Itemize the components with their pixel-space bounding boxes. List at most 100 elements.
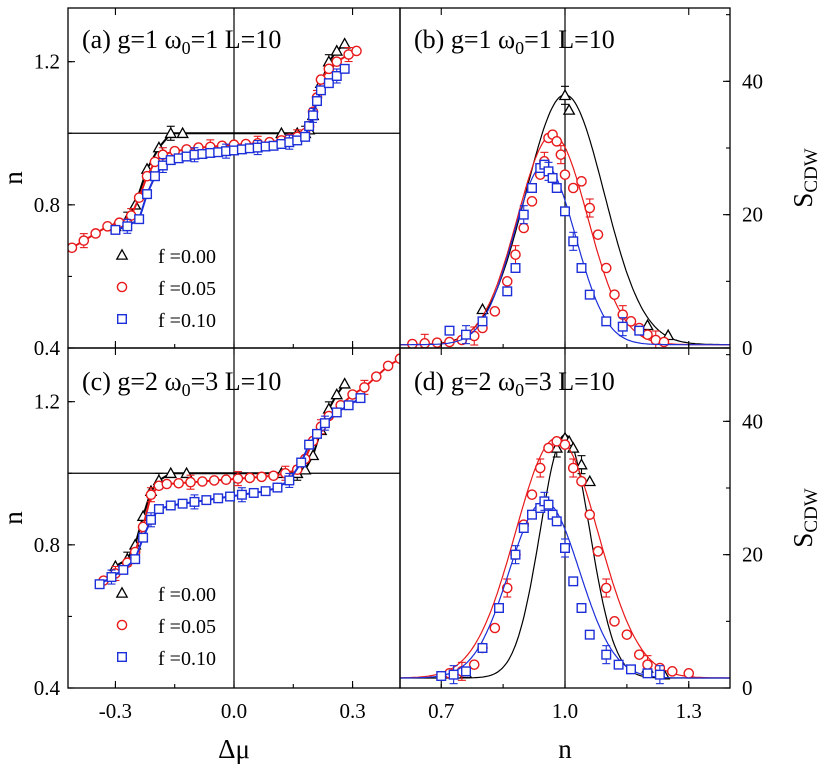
circle-marker-18 [559,169,571,180]
square-marker-12 [225,491,236,502]
square-marker-8 [177,498,188,509]
panel-c: -0.3 0.0 0.3 0.4 0.8 1.2 n Δμ (c) g=2 ω0=3 L=10 f… [0,347,401,764]
square-marker-10 [201,495,212,506]
circle-marker-0 [68,242,78,254]
legend-label: f =0.10 [158,648,216,670]
square-marker-10 [547,172,558,183]
triangle-marker-14 [330,44,344,56]
circle-marker-20 [633,649,645,660]
series-circle-b [400,129,730,348]
square-marker-1 [461,329,472,340]
square-marker-24 [355,393,366,404]
square-marker-14 [248,487,259,498]
y-tick-label: 1.2 [34,390,60,414]
y-tick-label: 40 [742,409,763,433]
triangle-marker-15 [338,37,351,49]
series-square-d [400,491,730,685]
y-tick-label: 1.2 [34,50,60,74]
circle-marker-14 [576,476,587,487]
triangle-marker-legend-0 [115,248,129,260]
square-marker-5 [157,160,168,171]
square-marker-23 [343,400,354,411]
y-axis-label-sub: CDW [801,488,822,532]
triangle-marker-10 [298,463,312,475]
square-marker-26 [312,96,323,107]
y-axis-label-sub: CDW [801,148,822,192]
square-marker-4 [510,263,521,274]
circle-marker-5 [145,489,157,501]
square-marker-3 [477,643,488,654]
circle-marker-24 [609,289,620,300]
circle-marker-2 [90,228,101,239]
panel-title-rest: =3 L=10 [191,367,282,396]
x-tick-label: 0.7 [428,699,454,723]
square-marker-18 [613,659,624,670]
circle-marker-21 [584,202,596,214]
circle-marker-7 [489,306,501,317]
triangle-marker-14 [330,387,344,400]
panel-title-sub: 0 [515,380,524,400]
triangle-marker-5 [164,126,178,139]
panel-title-main: (c) g=2 ω [82,367,182,396]
square-marker-14 [576,263,587,274]
panel-title-sub: 0 [182,380,191,400]
circle-marker-28 [331,56,343,67]
square-marker-13 [568,236,579,247]
square-marker-16 [584,629,595,640]
panel-title-b: (b) g=1 ω0=1 L=10 [414,25,615,58]
square-marker-1 [448,669,459,680]
triangle-marker-6 [583,474,597,487]
circle-marker-5 [468,330,480,342]
square-marker-2 [477,316,488,327]
circle-marker-1 [419,338,431,348]
triangle-marker-11 [306,448,320,461]
panel-title-a: (a) g=1 ω0=1 L=10 [82,25,281,58]
square-marker-16 [601,316,612,327]
y-tick-label: 20 [742,203,763,227]
circle-marker-10 [543,442,554,454]
y-tick-label: 40 [742,69,763,93]
circle-marker-22 [592,229,604,240]
square-marker-21 [654,669,665,680]
fit-curve [400,164,730,346]
panel-title-rest: =1 L=10 [191,25,282,54]
square-marker-20 [642,668,653,679]
circle-marker-legend-1 [116,619,128,631]
series-square-c [94,393,366,590]
square-marker-6 [153,504,164,515]
triangle-marker-1 [558,88,572,101]
square-marker-13 [560,543,571,554]
triangle-marker-legend-0 [115,586,129,598]
circle-marker-10 [197,476,208,487]
circle-marker-23 [600,262,612,274]
square-marker-13 [236,489,247,500]
circle-marker-4 [489,622,501,634]
circle-marker-15 [256,471,267,483]
panel-title-sub: 0 [182,38,191,58]
circle-marker-8 [501,276,513,287]
y-axis-label-main: S [788,193,818,208]
square-marker-11 [213,493,224,504]
circle-marker-12 [220,474,232,486]
y-tick-label: 20 [742,543,763,567]
circle-marker-14 [244,472,256,484]
square-marker-3 [142,189,153,200]
square-marker-24 [304,121,315,132]
square-marker-11 [551,182,562,193]
legend-label: f =0.10 [158,310,216,332]
square-marker-20 [312,428,323,439]
panel-title-rest: =1 L=10 [524,25,615,54]
panel-a: 0.40.81.2n(a) g=1 ω0=1 L=10f =0.00f =0.0… [0,7,401,360]
square-marker-3 [130,554,141,565]
square-marker-3 [502,286,513,297]
circle-marker-13 [567,462,579,474]
plot-area-a [68,8,400,348]
plot-area-b [400,8,730,348]
panel-title-d: (d) g=2 ω0=3 L=10 [414,367,615,400]
circle-marker-19 [567,182,579,194]
square-marker-29 [331,70,342,81]
x-axis-label: n [558,734,572,764]
y-tick-label: 0.8 [34,533,60,557]
